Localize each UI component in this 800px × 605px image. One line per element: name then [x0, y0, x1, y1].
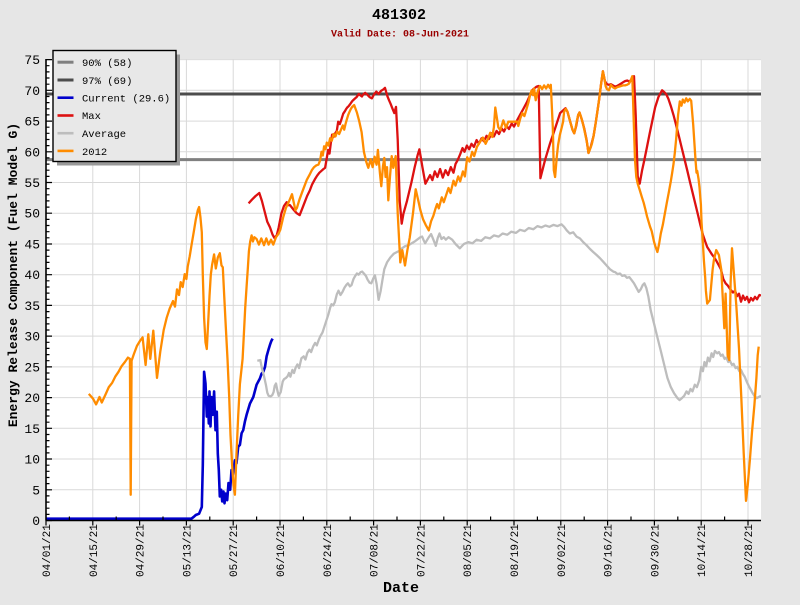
- svg-text:10/28/21: 10/28/21: [744, 524, 756, 577]
- svg-text:05/27/21: 05/27/21: [229, 524, 241, 577]
- svg-text:40: 40: [24, 268, 40, 283]
- svg-text:75: 75: [24, 53, 40, 68]
- svg-text:5: 5: [32, 483, 40, 498]
- svg-text:07/08/21: 07/08/21: [370, 524, 382, 577]
- svg-text:09/30/21: 09/30/21: [650, 524, 662, 577]
- svg-text:Average: Average: [82, 129, 126, 141]
- svg-text:97% (69): 97% (69): [82, 76, 132, 88]
- svg-text:30: 30: [24, 330, 40, 345]
- svg-text:05/13/21: 05/13/21: [182, 524, 194, 577]
- svg-text:08/19/21: 08/19/21: [510, 524, 522, 577]
- svg-text:25: 25: [24, 360, 40, 375]
- svg-text:08/05/21: 08/05/21: [463, 524, 475, 577]
- svg-text:Date: Date: [383, 580, 419, 597]
- svg-text:90% (58): 90% (58): [82, 58, 132, 70]
- svg-text:35: 35: [24, 299, 40, 314]
- svg-text:Energy Release Component (Fuel: Energy Release Component (Fuel Model G): [6, 123, 21, 427]
- svg-text:60: 60: [24, 145, 40, 160]
- svg-text:06/10/21: 06/10/21: [276, 524, 288, 577]
- svg-text:10: 10: [24, 453, 40, 468]
- svg-text:Max: Max: [82, 111, 101, 123]
- svg-text:04/29/21: 04/29/21: [136, 524, 148, 577]
- svg-text:50: 50: [24, 207, 40, 222]
- svg-text:55: 55: [24, 176, 40, 191]
- svg-text:65: 65: [24, 115, 40, 130]
- svg-text:10/14/21: 10/14/21: [697, 524, 709, 577]
- svg-text:15: 15: [24, 422, 40, 437]
- svg-text:09/16/21: 09/16/21: [604, 524, 616, 577]
- svg-text:45: 45: [24, 238, 40, 253]
- svg-text:481302: 481302: [372, 7, 426, 24]
- svg-text:2012: 2012: [82, 147, 107, 159]
- svg-text:04/01/21: 04/01/21: [42, 524, 54, 577]
- svg-text:09/02/21: 09/02/21: [557, 524, 569, 577]
- svg-text:07/22/21: 07/22/21: [416, 524, 428, 577]
- svg-text:20: 20: [24, 391, 40, 406]
- svg-text:Valid Date: 08-Jun-2021: Valid Date: 08-Jun-2021: [331, 29, 469, 41]
- svg-text:06/24/21: 06/24/21: [323, 524, 335, 577]
- svg-text:04/15/21: 04/15/21: [89, 524, 101, 577]
- svg-text:0: 0: [32, 514, 40, 529]
- svg-text:70: 70: [24, 84, 40, 99]
- svg-text:Current (29.6): Current (29.6): [82, 94, 170, 106]
